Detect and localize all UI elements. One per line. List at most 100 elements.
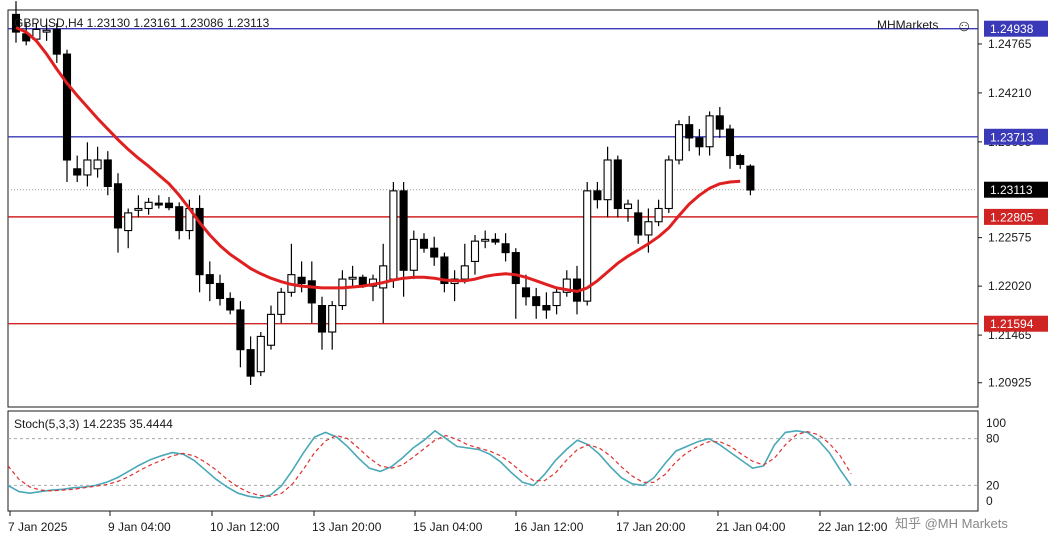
x-tick-label-2: 10 Jan 12:00 — [210, 520, 280, 534]
candle-body-64 — [664, 159, 673, 210]
candle-body-63 — [654, 207, 663, 223]
broker-label: MHMarkets — [877, 18, 938, 32]
candle-body-44 — [460, 265, 469, 280]
candle-body-71 — [736, 155, 745, 165]
candle-body-9 — [103, 159, 112, 187]
candle-body-23 — [246, 349, 255, 377]
candle-body-61 — [634, 212, 643, 236]
price-tag-bg-4 — [984, 181, 1048, 198]
candle-body-53 — [552, 291, 561, 307]
candle-body-36 — [379, 265, 388, 289]
candle-body-11 — [124, 212, 133, 232]
candle-body-30 — [317, 304, 327, 333]
y-tick-label-1: 1.24210 — [988, 86, 1032, 100]
stoch-label: Stoch(5,3,3) 14.2235 35.4444 — [14, 417, 173, 431]
y-tick-label-3: 1.22575 — [988, 231, 1032, 245]
candle-body-67 — [695, 137, 704, 148]
y-tick-label-6: 1.20925 — [988, 376, 1032, 390]
price-tag-bg-3 — [984, 315, 1048, 332]
candle-body-37 — [389, 190, 398, 280]
price-tag-label-1: 1.23713 — [990, 130, 1034, 144]
candle-body-45 — [470, 240, 480, 262]
candle-body-66 — [685, 124, 694, 139]
candle-body-49 — [511, 252, 520, 285]
candle-body-5 — [62, 53, 72, 161]
candle-body-20 — [215, 282, 225, 300]
candle-body-62 — [644, 221, 653, 236]
candle-body-3 — [42, 29, 51, 33]
candle-body-48 — [501, 243, 510, 254]
candle-body-59 — [613, 159, 622, 210]
candle-body-16 — [175, 206, 184, 232]
candle-body-56 — [583, 190, 592, 302]
candle-body-18 — [195, 207, 204, 276]
x-tick-label-0: 7 Jan 2025 — [8, 520, 68, 534]
x-tick-label-1: 9 Jan 04:00 — [108, 520, 171, 534]
candle-body-21 — [226, 297, 235, 311]
candles — [11, 1, 755, 385]
smiley-icon: ☺ — [956, 18, 972, 35]
candle-body-28 — [297, 276, 306, 285]
candle-body-8 — [93, 159, 102, 170]
stochastic-indicator: 100 80 20 0 — [7, 416, 1006, 508]
price-tag-bg-0 — [984, 20, 1048, 37]
candle-body-47 — [491, 238, 500, 243]
moving-average-line — [15, 26, 741, 293]
price-tag-bg-2 — [984, 208, 1048, 225]
time-axis: 7 Jan 2025 9 Jan 04:00 10 Jan 12:00 13 Jan … — [8, 511, 888, 534]
y-tick-label-4: 1.22020 — [988, 279, 1032, 293]
candle-body-7 — [83, 159, 92, 176]
candle-body-10 — [113, 183, 123, 229]
candle-body-13 — [144, 201, 153, 210]
moving-average — [15, 26, 741, 293]
candle-body-39 — [409, 238, 418, 271]
candle-body-68 — [705, 115, 714, 148]
stoch-tick-label-1: 80 — [986, 432, 1000, 446]
candle-body-33 — [348, 276, 357, 280]
stoch-plot-frame — [7, 410, 979, 512]
candle-body-51 — [532, 296, 541, 307]
candle-body-4 — [52, 28, 61, 55]
candle-body-25 — [266, 313, 276, 346]
price-tag-label-4: 1.23113 — [990, 183, 1033, 197]
main-plot-frame — [7, 9, 979, 408]
candle-body-50 — [521, 287, 531, 298]
x-tick-label-5: 16 Jan 12:00 — [514, 520, 584, 534]
candle-body-52 — [542, 304, 551, 311]
price-tag-bg-1 — [984, 128, 1048, 145]
x-tick-label-7: 21 Jan 04:00 — [716, 520, 786, 534]
price-tag-label-3: 1.21594 — [990, 317, 1034, 331]
candle-body-54 — [562, 278, 571, 293]
candle-body-6 — [73, 168, 82, 176]
price-tag-label-0: 1.24938 — [990, 22, 1034, 36]
price-tag-label-2: 1.22805 — [990, 210, 1034, 224]
x-tick-label-8: 22 Jan 12:00 — [818, 520, 888, 534]
stoch-tick-label-2: 20 — [986, 478, 1000, 492]
candle-body-22 — [236, 309, 245, 351]
stoch-tick-label-3: 0 — [986, 494, 993, 508]
candle-body-26 — [277, 291, 286, 315]
candle-body-32 — [338, 278, 347, 307]
watermark: 知乎 @MH Markets — [895, 516, 1008, 531]
candle-body-65 — [674, 124, 684, 161]
candle-body-15 — [164, 202, 174, 209]
candle-body-57 — [593, 190, 602, 201]
candle-body-29 — [307, 280, 316, 304]
candle-body-46 — [481, 238, 490, 242]
stoch-main-line — [7, 429, 852, 499]
candle-body-40 — [419, 238, 429, 249]
candle-body-14 — [154, 202, 163, 206]
x-tick-label-4: 15 Jan 04:00 — [413, 520, 483, 534]
candle-body-72 — [746, 165, 755, 191]
candle-body-70 — [725, 128, 735, 157]
candle-body-42 — [440, 256, 449, 285]
stoch-signal-line — [7, 430, 852, 497]
x-tick-label-3: 13 Jan 20:00 — [312, 520, 382, 534]
candle-body-34 — [358, 276, 367, 286]
candle-body-69 — [715, 115, 724, 130]
chart-header-symbol: GBPUSD,H4 1.23130 1.23161 1.23086 1.2311… — [14, 16, 270, 30]
price-tags: 1.24938 1.23713 1.22805 1.21594 1.23113 — [984, 20, 1048, 332]
candle-body-0 — [11, 13, 21, 33]
candle-body-31 — [328, 304, 337, 333]
